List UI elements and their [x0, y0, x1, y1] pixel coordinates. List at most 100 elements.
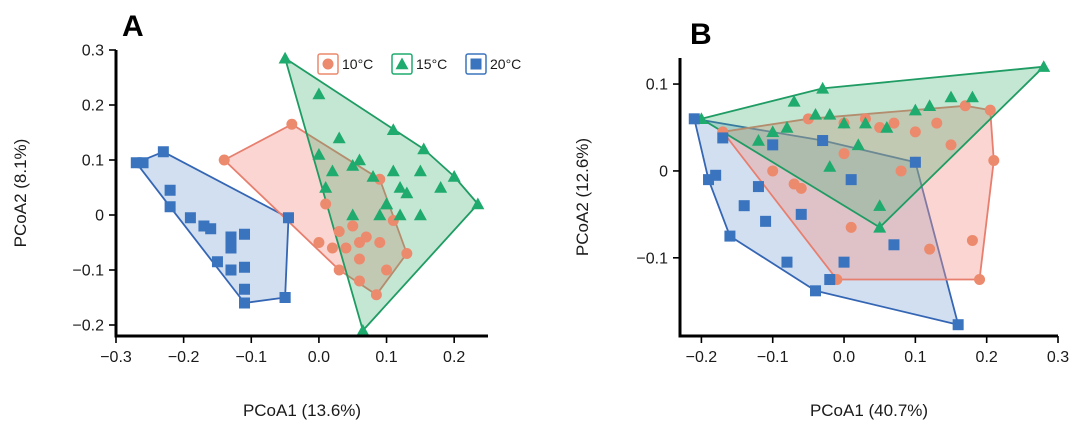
x-tick-label: 0.2 [443, 349, 465, 366]
point-20c [817, 135, 829, 147]
point-10c [333, 226, 345, 237]
point-15c [816, 81, 830, 94]
point-20c [703, 174, 715, 186]
point-20c [211, 256, 223, 268]
point-15c [447, 170, 461, 182]
y-tick-label: −0.2 [72, 318, 104, 335]
point-20c [724, 230, 736, 242]
panel-A: −0.3 −0.2 −0.1 0.0 0.1 0.2 −0.2 −0.1 0 0.1 0.2 0.3 P… [11, 10, 488, 420]
point-20c [760, 215, 772, 227]
point-15c [923, 99, 937, 111]
y-tick-label: 0.1 [82, 153, 104, 170]
point-15c [413, 208, 427, 221]
point-15c [471, 197, 485, 210]
y-tick-label: 0.1 [646, 77, 668, 94]
point-20c [838, 256, 850, 268]
point-15c [325, 164, 339, 177]
point-15c [1037, 60, 1051, 72]
x-tick-label: −0.1 [757, 349, 789, 366]
hull-15c [284, 57, 479, 332]
point-20c [767, 139, 779, 151]
y-tick-label: −0.1 [636, 250, 668, 267]
point-15c [809, 107, 823, 120]
point-15c [780, 121, 794, 133]
panel-letter: A [122, 10, 144, 43]
point-15c [880, 121, 894, 133]
point-20c [164, 201, 176, 213]
point-10c [988, 155, 1000, 167]
point-20c [688, 113, 700, 125]
y-tick-label: 0.2 [82, 98, 104, 115]
point-10c [888, 117, 900, 129]
point-20c [279, 292, 291, 303]
point-20c [710, 169, 722, 181]
x-tick-label: 0.1 [904, 349, 926, 366]
x-tick-label: −0.3 [100, 349, 132, 366]
point-10c [340, 242, 352, 254]
point-15c [787, 94, 801, 107]
point-10c [845, 221, 857, 233]
point-15c [380, 197, 394, 210]
x-tick-label: −0.2 [686, 349, 718, 366]
x-tick-label: 0.0 [833, 349, 855, 366]
legend: 10°C 15°C 20°C [317, 53, 521, 75]
point-15c [837, 116, 851, 129]
point-10c [353, 237, 365, 248]
point-10c [347, 220, 359, 232]
legend-label: 20°C [490, 56, 521, 72]
point-15c [346, 208, 360, 221]
point-10c [984, 104, 996, 116]
point-15c [766, 125, 780, 138]
point-10c [945, 139, 957, 151]
point-10c [931, 117, 943, 129]
panel-letter: B [690, 18, 712, 51]
point-10c [218, 154, 230, 166]
point-20c [781, 256, 793, 268]
x-axis-title: PCoA1 (40.7%) [810, 401, 928, 420]
point-10c [333, 264, 345, 276]
point-10c [374, 237, 386, 248]
point-15c [332, 131, 346, 144]
y-tick-label: 0 [95, 208, 104, 225]
point-15c [823, 107, 837, 120]
point-15c [944, 90, 958, 103]
point-10c [286, 118, 298, 130]
point-10c [788, 178, 800, 190]
point-10c [320, 198, 332, 210]
point-10c [838, 148, 850, 160]
x-tick-label: 0.1 [375, 349, 397, 366]
point-20c [198, 220, 210, 232]
point-10c [370, 289, 382, 301]
point-15c [346, 159, 360, 171]
point-10c [353, 253, 365, 265]
point-20c [137, 157, 149, 169]
point-20c [239, 261, 251, 273]
point-20c [157, 146, 169, 158]
point-20c [239, 297, 251, 309]
y-tick-label: −0.1 [72, 263, 104, 280]
point-20c [738, 200, 750, 212]
legend-marker-circle [322, 58, 334, 70]
point-20c [225, 231, 237, 243]
point-15c [873, 199, 887, 211]
point-10c [909, 126, 921, 138]
point-15c [873, 220, 887, 233]
point-15c [366, 170, 380, 182]
point-15c [434, 181, 448, 193]
point-20c [205, 223, 217, 235]
point-20c [225, 264, 237, 276]
point-15c [393, 208, 407, 221]
legend-marker-triangle [395, 57, 409, 70]
point-15c [751, 134, 765, 146]
point-15c [417, 142, 431, 155]
point-10c [313, 237, 325, 248]
point-20c [909, 156, 921, 168]
x-tick-label: 0.2 [976, 349, 998, 366]
point-10c [374, 173, 386, 185]
point-15c [386, 164, 400, 177]
y-tick-label: 0.3 [82, 43, 104, 60]
point-15c [823, 160, 837, 172]
legend-label: 15°C [416, 56, 447, 72]
point-10c [767, 165, 779, 177]
